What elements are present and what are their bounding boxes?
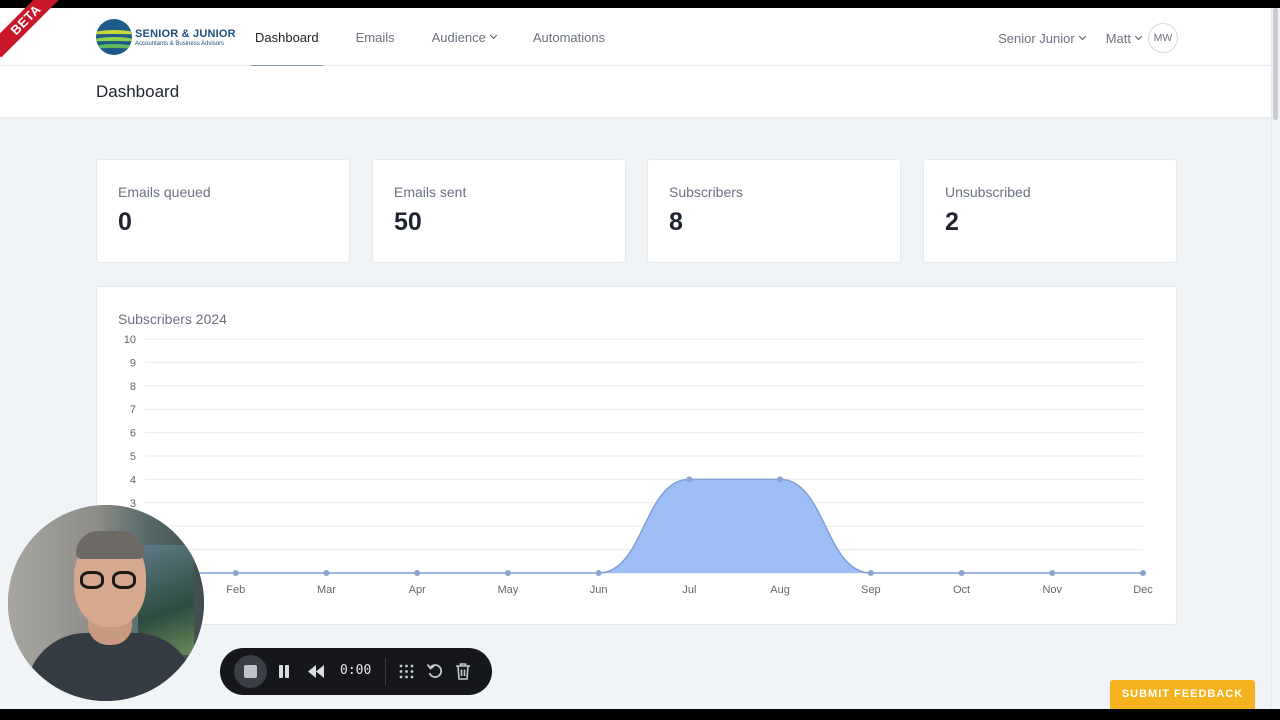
x-tick-label: Apr xyxy=(409,584,426,596)
stat-value: 8 xyxy=(669,208,683,236)
trash-icon xyxy=(456,663,470,680)
x-tick-label: Mar xyxy=(317,584,336,596)
submit-feedback-button[interactable]: SUBMIT FEEDBACK xyxy=(1110,680,1255,709)
logo-icon xyxy=(96,19,132,55)
scrollbar-thumb[interactable] xyxy=(1273,8,1278,120)
x-tick-label: Nov xyxy=(1042,584,1062,596)
delete-button[interactable] xyxy=(454,662,472,681)
logo-subtitle: Accountants & Business Advisors xyxy=(135,40,225,47)
page-scrollbar[interactable] xyxy=(1271,8,1280,709)
data-point xyxy=(867,570,874,576)
x-tick-label: May xyxy=(498,584,519,596)
data-point xyxy=(595,570,602,576)
nav-item-label: Automations xyxy=(532,29,606,45)
user-menu[interactable]: Matt xyxy=(1105,30,1143,46)
chevron-down-icon xyxy=(1078,32,1086,41)
y-tick-label: 4 xyxy=(130,474,136,486)
rewind-button[interactable] xyxy=(306,663,326,680)
y-tick-label: 5 xyxy=(130,451,136,463)
x-tick-label: Jul xyxy=(682,584,696,596)
stat-card-emails-sent: Emails sent 50 xyxy=(372,159,626,263)
restart-icon xyxy=(426,663,443,678)
stop-icon xyxy=(244,665,257,678)
x-tick-label: Oct xyxy=(953,584,970,596)
avatar[interactable]: MW xyxy=(1148,23,1178,53)
stat-label: Emails queued xyxy=(118,184,211,200)
nav-item-dashboard[interactable]: Dashboard xyxy=(251,8,323,67)
data-point xyxy=(323,570,330,576)
nav-item-label: Emails xyxy=(355,29,395,45)
dots-grid-icon xyxy=(399,664,414,679)
recording-toolbar: 0:00 xyxy=(220,648,492,695)
drawing-tools-button[interactable] xyxy=(398,663,415,680)
subscribers-chart: 012345678910JanFebMarAprMayJunJulAugSepO… xyxy=(124,334,1154,596)
x-tick-label: Feb xyxy=(226,584,245,596)
toolbar-divider xyxy=(385,658,386,685)
nav-item-emails[interactable]: Emails xyxy=(352,8,399,66)
stat-value: 2 xyxy=(945,208,959,236)
nav-item-label: Dashboard xyxy=(255,29,319,45)
recording-timer: 0:00 xyxy=(340,663,372,678)
y-tick-label: 6 xyxy=(130,428,136,440)
restart-button[interactable] xyxy=(426,662,444,680)
x-tick-label: Dec xyxy=(1133,584,1153,596)
app-window: SENIOR & JUNIOR Accountants & Business A… xyxy=(0,8,1280,709)
account-controls: Senior Junior Matt MW xyxy=(998,23,1178,53)
data-point xyxy=(504,570,511,576)
x-tick-label: Jun xyxy=(590,584,608,596)
data-point xyxy=(232,570,239,576)
rewind-icon xyxy=(308,665,324,678)
stat-label: Emails sent xyxy=(394,184,467,200)
nav-item-automations[interactable]: Automations xyxy=(529,8,609,66)
brand-logo[interactable]: SENIOR & JUNIOR Accountants & Business A… xyxy=(96,19,236,55)
y-tick-label: 10 xyxy=(124,334,136,346)
page-header: Dashboard xyxy=(0,66,1271,117)
stat-label: Unsubscribed xyxy=(945,184,1031,200)
chevron-down-icon xyxy=(1134,32,1143,41)
x-tick-label: Sep xyxy=(861,584,881,596)
data-point xyxy=(958,570,965,576)
data-point xyxy=(414,570,421,576)
webcam-bubble[interactable] xyxy=(8,505,204,701)
data-point xyxy=(777,476,784,483)
stat-card-unsubscribed: Unsubscribed 2 xyxy=(923,159,1177,263)
top-navigation: SENIOR & JUNIOR Accountants & Business A… xyxy=(0,8,1271,67)
main-nav: Dashboard Emails Audience Automations xyxy=(251,8,638,67)
stat-value: 0 xyxy=(118,208,132,236)
chart-title: Subscribers 2024 xyxy=(118,311,227,327)
stat-card-emails-queued: Emails queued 0 xyxy=(96,159,350,263)
pause-button[interactable] xyxy=(276,663,292,680)
stat-value: 50 xyxy=(394,208,422,236)
account-switcher[interactable]: Senior Junior xyxy=(998,30,1086,46)
data-point xyxy=(686,476,693,483)
account-name: Senior Junior xyxy=(998,30,1075,46)
stat-label: Subscribers xyxy=(669,184,743,200)
stat-card-subscribers: Subscribers 8 xyxy=(647,159,901,263)
page-title: Dashboard xyxy=(96,82,180,101)
x-tick-label: Aug xyxy=(770,584,790,596)
data-point xyxy=(1049,570,1056,576)
subscribers-chart-card: Subscribers 2024 012345678910JanFebMarAp… xyxy=(96,286,1177,625)
y-tick-label: 7 xyxy=(130,404,136,416)
y-tick-label: 9 xyxy=(130,357,136,369)
stop-recording-button[interactable] xyxy=(234,655,267,688)
user-name: Matt xyxy=(1105,30,1131,46)
y-tick-label: 8 xyxy=(130,381,136,393)
y-tick-label: 3 xyxy=(130,498,136,510)
data-point xyxy=(1140,570,1146,576)
chevron-down-icon xyxy=(489,31,497,40)
nav-item-label: Audience xyxy=(431,29,486,45)
nav-item-audience[interactable]: Audience xyxy=(428,8,500,66)
logo-title: SENIOR & JUNIOR xyxy=(135,27,236,40)
